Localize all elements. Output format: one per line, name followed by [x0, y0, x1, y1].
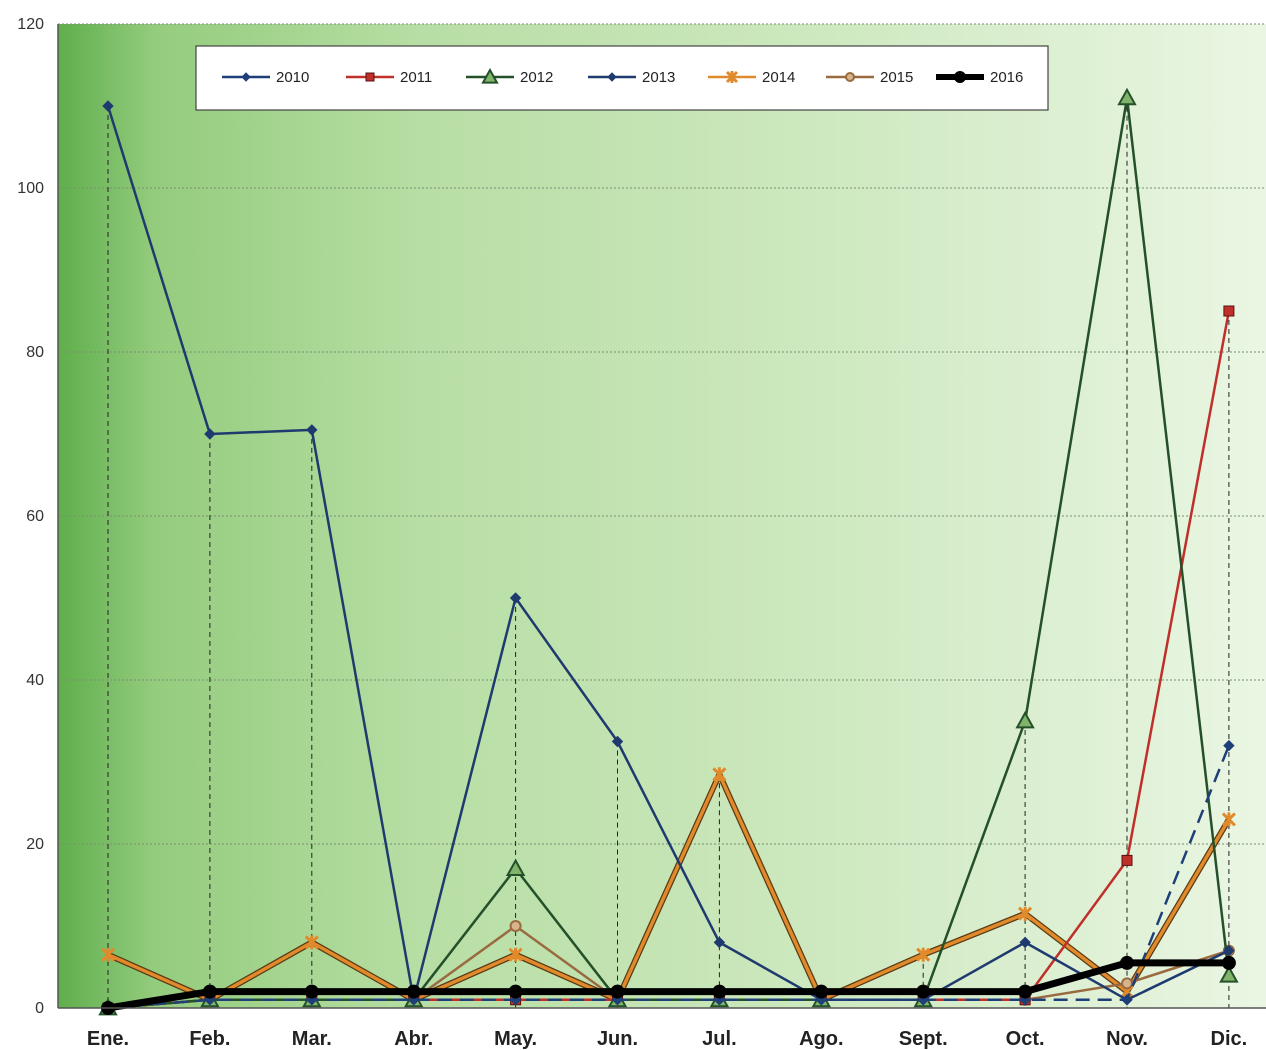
- data-point: [1018, 984, 1033, 999]
- data-point: [102, 100, 114, 112]
- data-point: [204, 428, 216, 440]
- legend-marker: [725, 70, 739, 84]
- data-point: [1223, 739, 1235, 752]
- legend-marker: [241, 72, 251, 82]
- legend-label: 2013: [642, 69, 675, 86]
- data-point: [406, 984, 421, 999]
- legend-marker: [365, 72, 375, 82]
- y-tick-label: 0: [35, 1000, 44, 1017]
- data-point: [508, 947, 523, 962]
- legend-label: 2012: [520, 69, 553, 86]
- legend-label: 2014: [762, 69, 795, 86]
- data-point: [713, 936, 726, 949]
- legend-item-2012: 2012: [466, 67, 553, 86]
- data-point: [916, 984, 931, 999]
- data-point: [916, 947, 931, 962]
- y-axis-ticks: 0 20 40 60 80 100 120: [17, 16, 44, 1017]
- legend-item-2015: 2015: [826, 69, 913, 86]
- data-point: [1121, 977, 1133, 990]
- x-tick-label: May.: [494, 1028, 537, 1050]
- data-point: [1015, 710, 1035, 729]
- legend-item-2011: 2011: [346, 69, 432, 86]
- y-tick-label: 40: [26, 672, 44, 689]
- series-line: [106, 105, 1230, 1002]
- legend-marker: [954, 71, 966, 83]
- y-tick-label: 60: [26, 508, 44, 525]
- data-point: [1221, 812, 1236, 827]
- data-point: [814, 984, 829, 999]
- legend-label: 2011: [400, 69, 432, 86]
- data-point: [509, 920, 522, 932]
- x-tick-label: Ago.: [799, 1028, 843, 1050]
- legend-label: 2015: [880, 69, 913, 86]
- data-point: [712, 984, 727, 999]
- data-point: [1223, 944, 1235, 957]
- legend-marker: [845, 72, 855, 82]
- data-point: [100, 947, 116, 962]
- series-2016: [101, 955, 1236, 1015]
- x-tick-label: Feb.: [189, 1028, 230, 1050]
- series-line: [107, 772, 1231, 1002]
- x-tick-label: Jul.: [702, 1028, 736, 1050]
- legend-item-2016: 2016: [936, 69, 1023, 86]
- series-line: [107, 745, 1231, 1010]
- data-point: [1121, 994, 1133, 1006]
- data-point: [1120, 955, 1134, 970]
- data-point: [505, 858, 526, 876]
- x-tick-label: Oct.: [1006, 1028, 1045, 1050]
- series-line: [107, 959, 1229, 1012]
- legend-item-2013: 2013: [588, 69, 675, 86]
- data-point: [306, 424, 318, 436]
- data-point: [304, 935, 319, 950]
- y-tick-label: 120: [17, 16, 44, 33]
- x-tick-label: Abr.: [394, 1028, 433, 1050]
- legend-item-2010: 2010: [222, 69, 309, 86]
- data-point: [1117, 87, 1137, 106]
- legend-marker: [481, 67, 499, 84]
- data-point: [1223, 305, 1235, 317]
- grid-lines: [58, 23, 1266, 845]
- y-tick-label: 80: [26, 344, 44, 361]
- data-point: [1019, 936, 1031, 949]
- legend-item-2014: 2014: [708, 69, 795, 86]
- x-tick-label: Jun.: [597, 1028, 638, 1050]
- x-tick-label: Nov.: [1106, 1028, 1148, 1050]
- data-point: [304, 984, 319, 999]
- legend: 2010 2011 2012 2013 2014 2015 2016: [195, 45, 1049, 111]
- x-tick-label: Sept.: [899, 1028, 948, 1050]
- legend-label: 2010: [276, 69, 309, 86]
- data-point: [1121, 854, 1133, 866]
- x-tick-label: Mar.: [292, 1028, 332, 1050]
- x-tick-label: Ene.: [87, 1028, 129, 1050]
- y-tick-label: 100: [17, 180, 44, 197]
- series-layer: [98, 87, 1239, 1016]
- x-axis-ticks: Ene. Feb. Mar. Abr. May. Jun. Jul. Ago. Sept. Oct…: [87, 1028, 1247, 1050]
- data-point: [509, 592, 522, 604]
- data-point: [611, 735, 624, 748]
- data-point: [1219, 965, 1239, 983]
- data-point: [712, 767, 727, 782]
- data-point: [1018, 906, 1033, 921]
- x-tick-label: Dic.: [1211, 1028, 1248, 1050]
- data-point: [508, 984, 523, 999]
- legend-label: 2016: [990, 69, 1023, 86]
- y-tick-label: 20: [26, 836, 44, 853]
- data-point: [202, 984, 217, 999]
- data-point: [1221, 955, 1236, 970]
- legend-marker: [607, 72, 617, 82]
- data-point: [610, 984, 625, 999]
